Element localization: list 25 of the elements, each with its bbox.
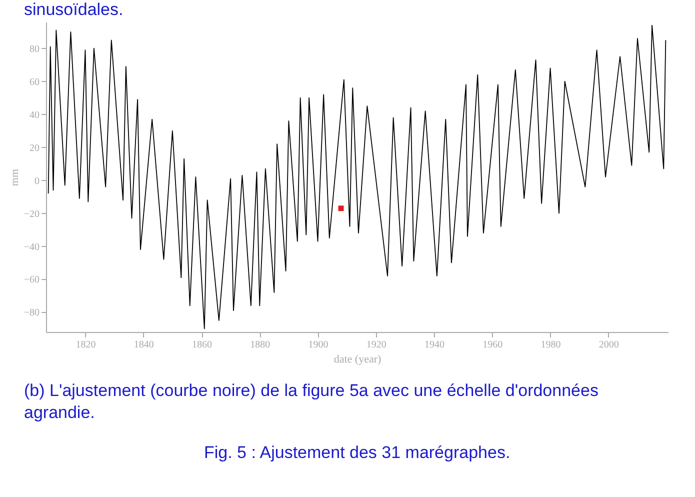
x-tick-label: 1940 — [424, 340, 445, 350]
x-tick-label: 2000 — [598, 340, 619, 350]
y-tick-label: 60 — [30, 76, 40, 88]
y-tick-label: 40 — [30, 110, 40, 121]
y-tick-label: −80 — [24, 308, 40, 319]
y-tick-label: −60 — [24, 274, 40, 286]
caption: Fig. 5 : Ajustement des 31 marégraphes. — [203, 442, 512, 464]
line-series — [48, 24, 666, 330]
y-tick-label: 20 — [30, 142, 40, 154]
y-axis-title: mm — [8, 168, 21, 186]
y-tick-label: −20 — [24, 208, 40, 220]
text: sinusoïdales. — [23, 0, 124, 20]
x-tick-label: 1960 — [482, 340, 503, 350]
x-axis-title: date (year) — [334, 354, 382, 366]
y-tick-label: −40 — [24, 242, 40, 253]
x-tick-label: 1920 — [366, 340, 386, 350]
y-tick-label: 80 — [30, 44, 40, 55]
x-tick-label: 1900 — [308, 340, 328, 350]
x-tick-label: 1880 — [250, 340, 270, 350]
x-tick-label: 1840 — [134, 340, 154, 350]
x-tick-label: 1860 — [192, 340, 212, 350]
text: (b) L'ajustement (courbe noire) de la figure 5a avec une échelle d'ordonnées agrandie. — [24, 380, 600, 424]
y-tick-label: 0 — [34, 176, 40, 187]
x-tick-label: 1820 — [76, 340, 96, 350]
x-tick-label: 1980 — [540, 340, 561, 350]
